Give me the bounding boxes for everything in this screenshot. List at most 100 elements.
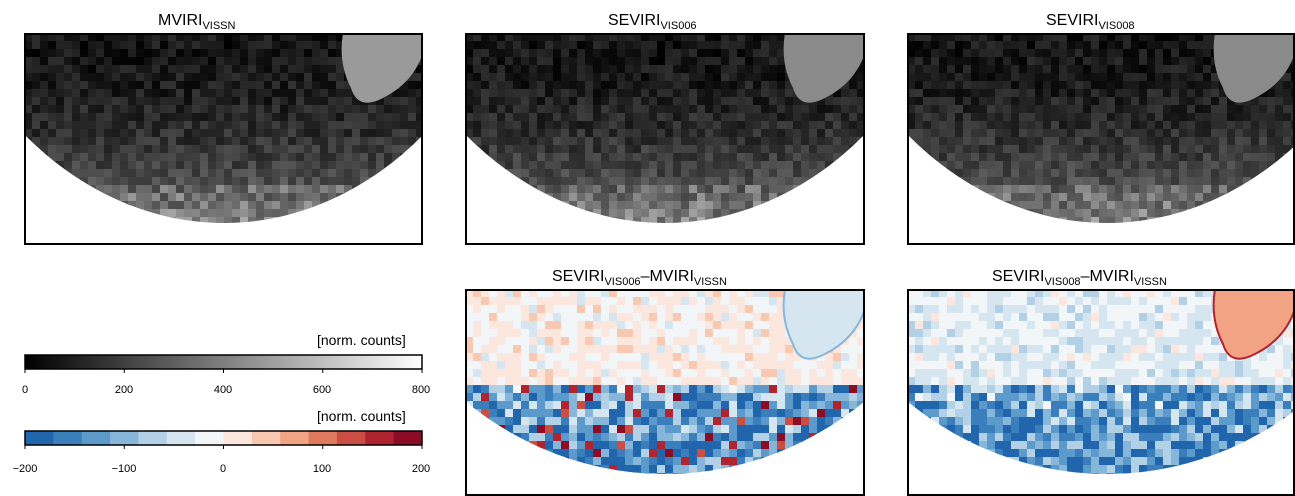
heatmap-cell <box>200 145 209 154</box>
heatmap-cell <box>256 41 265 50</box>
heatmap-cell <box>1099 89 1108 98</box>
heatmap-cell <box>769 425 778 434</box>
heatmap-cell <box>473 89 482 98</box>
heatmap-cell <box>1099 209 1108 218</box>
heatmap-cell <box>825 105 834 114</box>
heatmap-cell <box>296 137 305 146</box>
heatmap-cell <box>689 321 698 330</box>
heatmap-cell <box>505 305 514 314</box>
heatmap-cell <box>489 113 498 122</box>
heatmap-cell <box>136 129 145 138</box>
heatmap-cell <box>1179 121 1188 130</box>
heatmap-cell <box>521 33 530 42</box>
heatmap-cell <box>1283 97 1292 106</box>
heatmap-cell <box>841 385 850 394</box>
heatmap-cell <box>473 369 482 378</box>
heatmap-cell <box>713 49 722 58</box>
heatmap-cell <box>513 89 522 98</box>
heatmap-cell <box>216 153 225 162</box>
heatmap-cell <box>729 193 738 202</box>
heatmap-cell <box>1171 57 1180 66</box>
heatmap-cell <box>240 97 249 106</box>
heatmap-cell <box>729 201 738 210</box>
heatmap-cell <box>1067 65 1076 74</box>
heatmap-cell <box>1211 145 1220 154</box>
heatmap-cell <box>521 89 530 98</box>
heatmap-cell <box>1251 153 1260 162</box>
heatmap-cell <box>697 289 706 298</box>
heatmap-cell <box>224 49 233 58</box>
heatmap-cell <box>995 153 1004 162</box>
heatmap-cell <box>833 97 842 106</box>
heatmap-cell <box>633 153 642 162</box>
heatmap-cell <box>256 33 265 42</box>
heatmap-cell <box>64 73 73 82</box>
heatmap-cell <box>995 177 1004 186</box>
heatmap-cell <box>593 81 602 90</box>
heatmap-cell <box>1099 113 1108 122</box>
heatmap-cell <box>1131 129 1140 138</box>
heatmap-cell <box>915 73 924 82</box>
heatmap-cell <box>296 105 305 114</box>
heatmap-cell <box>224 41 233 50</box>
heatmap-cell <box>224 169 233 178</box>
heatmap-cell <box>745 81 754 90</box>
heatmap-cell <box>481 409 490 418</box>
heatmap-cell <box>1019 161 1028 170</box>
heatmap-cell <box>120 129 129 138</box>
heatmap-cell <box>184 137 193 146</box>
heatmap-cell <box>833 417 842 426</box>
heatmap-cell <box>48 89 57 98</box>
heatmap-cell <box>248 73 257 82</box>
heatmap-cell <box>577 345 586 354</box>
heatmap-cell <box>1123 97 1132 106</box>
heatmap-cell <box>979 185 988 194</box>
heatmap-cell <box>713 353 722 362</box>
heatmap-cell <box>1171 137 1180 146</box>
heatmap-cell <box>561 81 570 90</box>
heatmap-cell <box>521 289 530 298</box>
heatmap-cell <box>1275 121 1284 130</box>
heatmap-cell <box>1043 33 1052 42</box>
heatmap-cell <box>769 369 778 378</box>
heatmap-cell <box>120 161 129 170</box>
heatmap-cell <box>232 209 241 218</box>
heatmap-cell <box>489 313 498 322</box>
heatmap-cell <box>825 385 834 394</box>
heatmap-cell <box>1059 177 1068 186</box>
heatmap-cell <box>1187 177 1196 186</box>
heatmap-cell <box>577 137 586 146</box>
heatmap-cell <box>336 121 345 130</box>
heatmap-cell <box>833 369 842 378</box>
heatmap-cell <box>561 49 570 58</box>
heatmap-cell <box>1139 169 1148 178</box>
heatmap-cell <box>216 137 225 146</box>
heatmap-cell <box>697 145 706 154</box>
heatmap-cell <box>1027 121 1036 130</box>
heatmap-cell <box>923 105 932 114</box>
heatmap-cell <box>216 161 225 170</box>
heatmap-cell <box>192 209 201 218</box>
heatmap-cell <box>545 121 554 130</box>
heatmap-cell <box>160 209 169 218</box>
heatmap-cell <box>120 81 129 90</box>
heatmap-cell <box>995 57 1004 66</box>
heatmap-cell <box>320 193 329 202</box>
heatmap-cell <box>609 73 618 82</box>
heatmap-cell <box>96 33 105 42</box>
heatmap-cell <box>96 89 105 98</box>
heatmap-cell <box>416 113 423 122</box>
heatmap-cell <box>320 33 329 42</box>
heatmap-cell <box>609 193 618 202</box>
heatmap-cell <box>200 137 209 146</box>
heatmap-cell <box>1091 169 1100 178</box>
heatmap-cell <box>497 305 506 314</box>
heatmap-cell <box>248 193 257 202</box>
heatmap-cell <box>481 401 490 410</box>
heatmap-cell <box>1139 113 1148 122</box>
heatmap-cell <box>963 89 972 98</box>
heatmap-cell <box>777 137 786 146</box>
heatmap-cell <box>673 313 682 322</box>
heatmap-cell <box>1155 113 1164 122</box>
heatmap-cell <box>1139 65 1148 74</box>
